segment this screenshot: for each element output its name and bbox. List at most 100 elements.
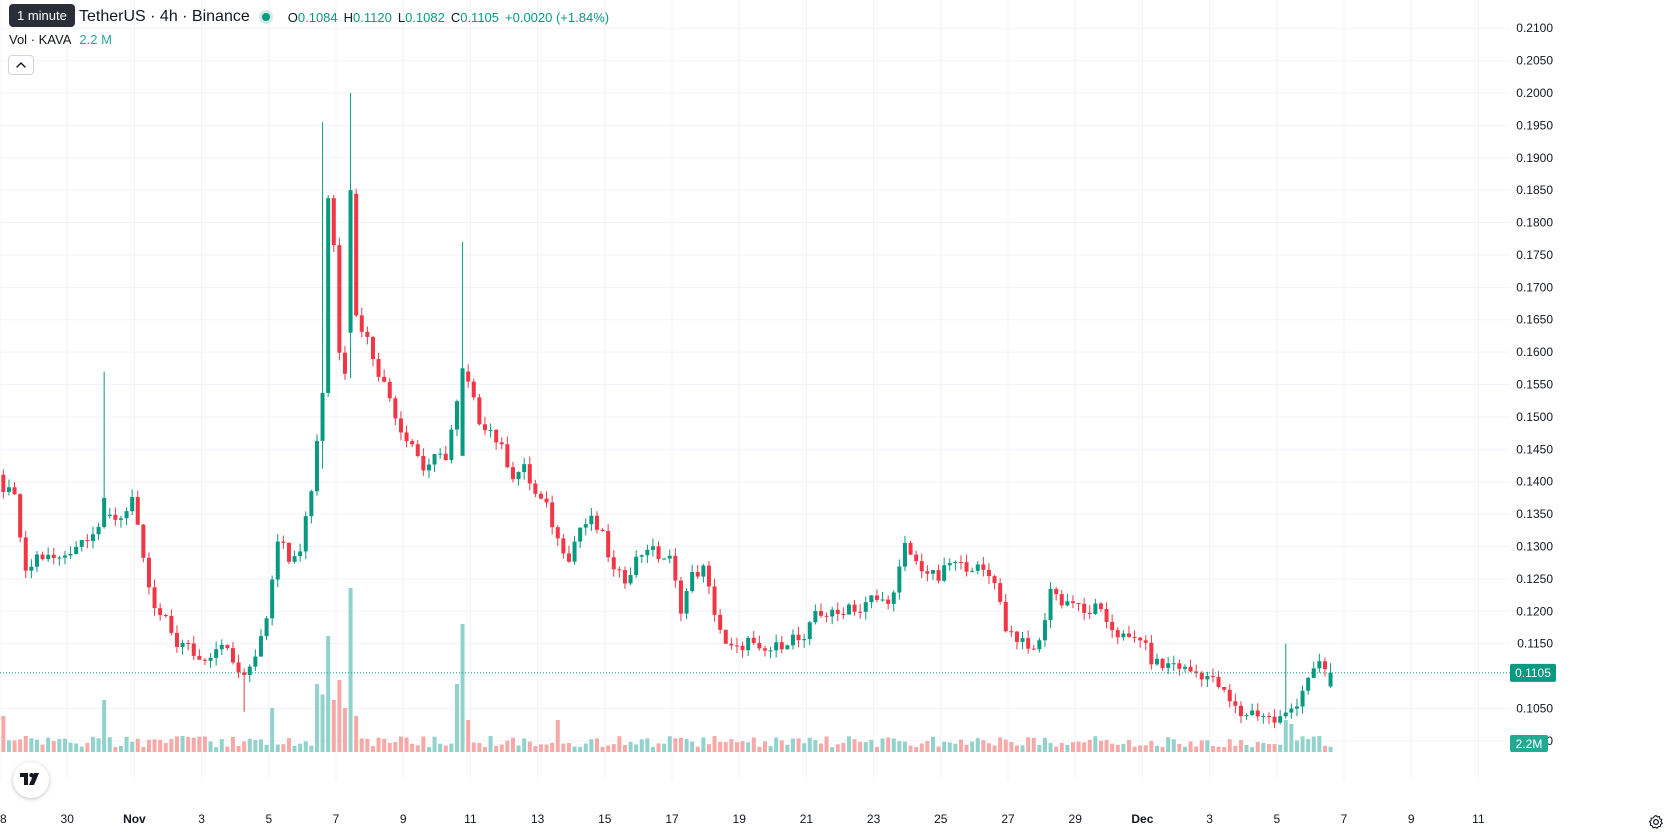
candle[interactable] [510,461,515,483]
candle[interactable] [1222,686,1227,693]
candle[interactable] [466,364,471,389]
candle[interactable] [1143,635,1148,651]
candle[interactable] [454,399,459,437]
candle[interactable] [1048,581,1053,628]
candle[interactable] [393,395,398,426]
candle[interactable] [158,603,163,621]
candle[interactable] [958,555,963,570]
candle[interactable] [1160,658,1165,671]
candle[interactable] [667,549,672,564]
candle[interactable] [1003,594,1008,633]
candle[interactable] [600,527,605,532]
candle[interactable] [1166,656,1171,675]
candle[interactable] [1126,626,1131,638]
candle[interactable] [1255,703,1260,721]
candle[interactable] [1317,653,1322,673]
candle[interactable] [852,599,857,616]
candle[interactable] [544,491,549,508]
candle[interactable] [550,495,555,535]
candle[interactable] [1261,713,1266,724]
candle[interactable] [1059,589,1064,609]
candle[interactable] [790,629,795,650]
candle[interactable] [1210,668,1215,683]
candle[interactable] [1244,713,1249,720]
candle[interactable] [471,378,476,401]
candle[interactable] [942,557,947,583]
volume-legend[interactable]: Vol · KAVA 2.2 M [9,32,112,47]
collapse-legend-button[interactable] [8,55,34,75]
candle[interactable] [578,527,583,549]
candle[interactable] [1205,671,1210,687]
candle[interactable] [863,596,868,620]
candle[interactable] [650,538,655,557]
candle[interactable] [370,336,375,367]
candle[interactable] [57,555,62,566]
candle[interactable] [818,603,823,618]
candle[interactable] [1065,593,1070,607]
candle[interactable] [516,471,521,486]
candle[interactable] [740,641,745,658]
candle[interactable] [555,525,560,546]
candle[interactable] [174,625,179,653]
candle[interactable] [684,588,689,620]
candle[interactable] [561,534,566,559]
candle[interactable] [460,241,465,456]
candle[interactable] [326,195,331,397]
tradingview-logo-icon[interactable] [13,762,49,798]
candle[interactable] [1132,630,1137,643]
candle[interactable] [751,630,756,646]
candle[interactable] [309,489,314,524]
candle[interactable] [46,547,51,562]
candle[interactable] [1082,598,1087,621]
candle[interactable] [354,188,359,318]
candle[interactable] [320,122,325,469]
candle[interactable] [236,654,241,679]
candle[interactable] [449,424,454,464]
candle[interactable] [611,550,616,577]
candle[interactable] [34,551,39,573]
candle[interactable] [219,639,224,656]
candle[interactable] [1278,709,1283,725]
candle[interactable] [992,574,997,590]
candle[interactable] [1171,655,1176,672]
candle[interactable] [527,456,532,491]
candle[interactable] [90,526,95,549]
candle[interactable] [1054,586,1059,601]
candle[interactable] [835,602,840,622]
candle[interactable] [387,377,392,402]
candle[interactable] [768,646,773,659]
candle[interactable] [656,541,661,563]
candle[interactable] [1154,653,1159,666]
candle[interactable] [796,626,801,648]
candle[interactable] [18,493,23,543]
candle[interactable] [1070,595,1075,609]
candle[interactable] [225,644,230,651]
candle[interactable] [723,629,728,644]
candle[interactable] [701,563,706,583]
candle[interactable] [919,553,924,579]
candle[interactable] [1087,605,1092,620]
candle[interactable] [639,554,644,563]
candle[interactable] [897,559,902,600]
candle[interactable] [953,560,958,571]
candle[interactable] [947,558,952,571]
candle[interactable] [1322,657,1327,677]
candle[interactable] [779,635,784,654]
candle[interactable] [869,595,874,609]
candle[interactable] [1076,602,1081,612]
candle[interactable] [130,489,135,516]
candle[interactable] [29,559,34,579]
interval-badge[interactable]: 1 minute [9,4,75,27]
candle[interactable] [572,535,577,565]
candle[interactable] [6,479,11,496]
price-axis[interactable]: 0.2100 0.2050 0.2000 0.1950 0.1900 0.1850 0.18… [1510,21,1556,752]
candle[interactable] [62,550,67,565]
candle[interactable] [426,458,431,478]
candle[interactable] [538,491,543,500]
candle[interactable] [802,634,807,648]
candle[interactable] [998,578,1003,605]
candle[interactable] [74,541,79,555]
candle[interactable] [152,579,157,616]
candle[interactable] [1182,664,1187,673]
